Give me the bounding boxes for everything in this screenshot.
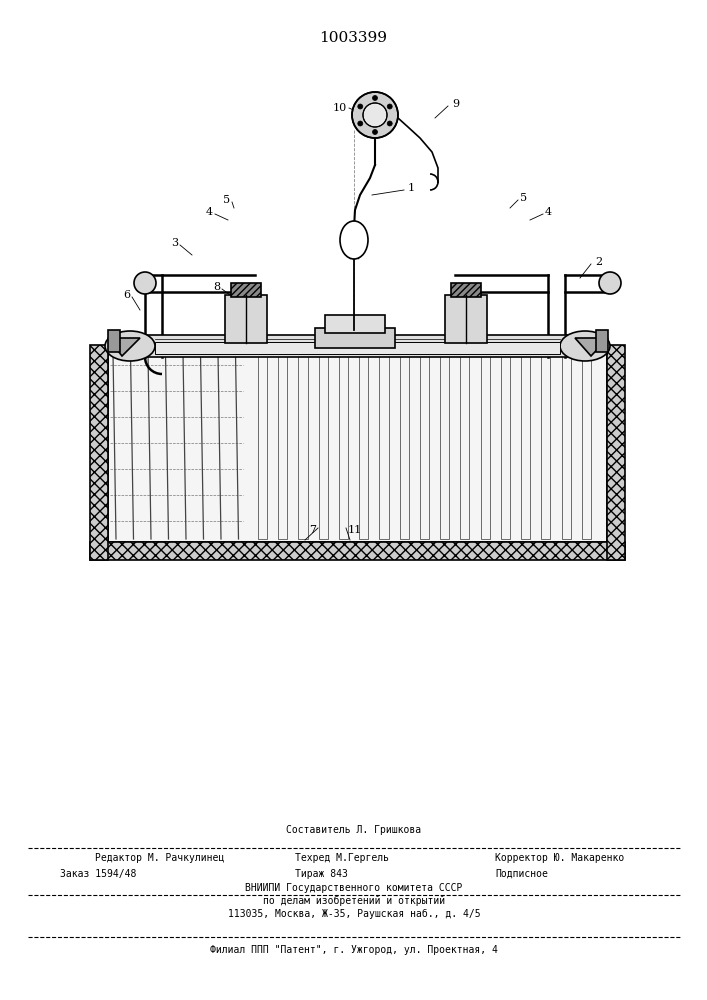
Bar bbox=[451, 283, 481, 297]
Circle shape bbox=[363, 103, 387, 127]
Text: 5: 5 bbox=[520, 193, 527, 203]
Bar bbox=[399, 348, 409, 539]
Bar bbox=[582, 348, 591, 539]
Text: Редактор М. Рачкулинец: Редактор М. Рачкулинец bbox=[95, 853, 224, 863]
Text: Техред М.Гергель: Техред М.Гергель bbox=[295, 853, 389, 863]
Text: 8: 8 bbox=[213, 282, 220, 292]
Bar bbox=[501, 348, 510, 539]
Ellipse shape bbox=[134, 272, 156, 294]
Bar bbox=[561, 348, 571, 539]
Circle shape bbox=[358, 104, 363, 109]
Bar bbox=[90, 542, 625, 560]
Text: Составитель Л. Гришкова: Составитель Л. Гришкова bbox=[286, 825, 421, 835]
Circle shape bbox=[373, 96, 378, 101]
Bar bbox=[325, 315, 385, 333]
Bar bbox=[607, 345, 625, 560]
Text: Подписное: Подписное bbox=[495, 869, 548, 879]
Bar bbox=[155, 342, 560, 354]
Text: Тираж 843: Тираж 843 bbox=[295, 869, 348, 879]
Bar bbox=[279, 348, 287, 539]
Bar bbox=[108, 330, 120, 352]
Bar bbox=[440, 348, 449, 539]
Bar bbox=[108, 340, 607, 354]
Text: ВНИИПИ Государственного комитета СССР: ВНИИПИ Государственного комитета СССР bbox=[245, 883, 462, 893]
Bar bbox=[298, 348, 308, 539]
Bar bbox=[315, 328, 395, 348]
Bar bbox=[108, 345, 607, 542]
Bar bbox=[542, 348, 551, 539]
Ellipse shape bbox=[105, 331, 155, 361]
Ellipse shape bbox=[560, 331, 610, 361]
Text: по делам изобретений и открытий: по делам изобретений и открытий bbox=[263, 896, 445, 906]
Bar bbox=[225, 295, 267, 343]
Circle shape bbox=[352, 92, 398, 138]
Text: 2: 2 bbox=[595, 257, 602, 267]
Ellipse shape bbox=[599, 272, 621, 294]
Bar bbox=[130, 335, 585, 357]
Text: 6: 6 bbox=[123, 290, 130, 300]
Text: 11: 11 bbox=[348, 525, 362, 535]
Text: 4: 4 bbox=[545, 207, 552, 217]
Text: 9: 9 bbox=[452, 99, 459, 109]
Bar bbox=[231, 283, 261, 297]
Circle shape bbox=[373, 129, 378, 134]
Circle shape bbox=[358, 121, 363, 126]
Bar bbox=[319, 348, 328, 539]
Text: Филиал ППП "Патент", г. Ужгород, ул. Проектная, 4: Филиал ППП "Патент", г. Ужгород, ул. Про… bbox=[210, 945, 498, 955]
Text: 1003399: 1003399 bbox=[319, 31, 387, 45]
Bar bbox=[521, 348, 530, 539]
Circle shape bbox=[387, 121, 392, 126]
Polygon shape bbox=[575, 338, 608, 356]
Bar bbox=[596, 330, 608, 352]
Bar bbox=[481, 348, 490, 539]
Text: 5: 5 bbox=[223, 195, 230, 205]
Text: 10: 10 bbox=[333, 103, 347, 113]
Bar bbox=[445, 295, 487, 343]
Ellipse shape bbox=[340, 221, 368, 259]
Text: 113035, Москва, Ж-35, Раушская наб., д. 4/5: 113035, Москва, Ж-35, Раушская наб., д. … bbox=[228, 909, 480, 919]
Text: 3: 3 bbox=[171, 238, 178, 248]
Bar bbox=[359, 99, 391, 131]
Bar bbox=[359, 348, 368, 539]
Text: 7: 7 bbox=[309, 525, 316, 535]
Text: Заказ 1594/48: Заказ 1594/48 bbox=[60, 869, 136, 879]
Text: 4: 4 bbox=[206, 207, 213, 217]
Text: Корректор Ю. Макаренко: Корректор Ю. Макаренко bbox=[495, 853, 624, 863]
Bar bbox=[380, 348, 389, 539]
Text: 1: 1 bbox=[408, 183, 415, 193]
Bar bbox=[90, 345, 108, 560]
Bar bbox=[460, 348, 469, 539]
Bar bbox=[420, 348, 429, 539]
Circle shape bbox=[387, 104, 392, 109]
Bar bbox=[339, 348, 348, 539]
Bar bbox=[258, 348, 267, 539]
Polygon shape bbox=[108, 338, 140, 356]
